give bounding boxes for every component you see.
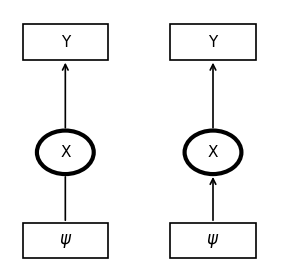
Ellipse shape	[185, 131, 241, 174]
FancyBboxPatch shape	[170, 223, 256, 258]
Text: Y: Y	[61, 35, 70, 50]
Text: X: X	[208, 145, 218, 160]
Ellipse shape	[37, 131, 94, 174]
FancyBboxPatch shape	[23, 223, 108, 258]
Text: $\psi$: $\psi$	[206, 232, 220, 250]
Text: X: X	[60, 145, 70, 160]
FancyBboxPatch shape	[23, 24, 108, 60]
FancyBboxPatch shape	[170, 24, 256, 60]
Text: Y: Y	[208, 35, 218, 50]
Text: $\psi$: $\psi$	[59, 232, 72, 250]
